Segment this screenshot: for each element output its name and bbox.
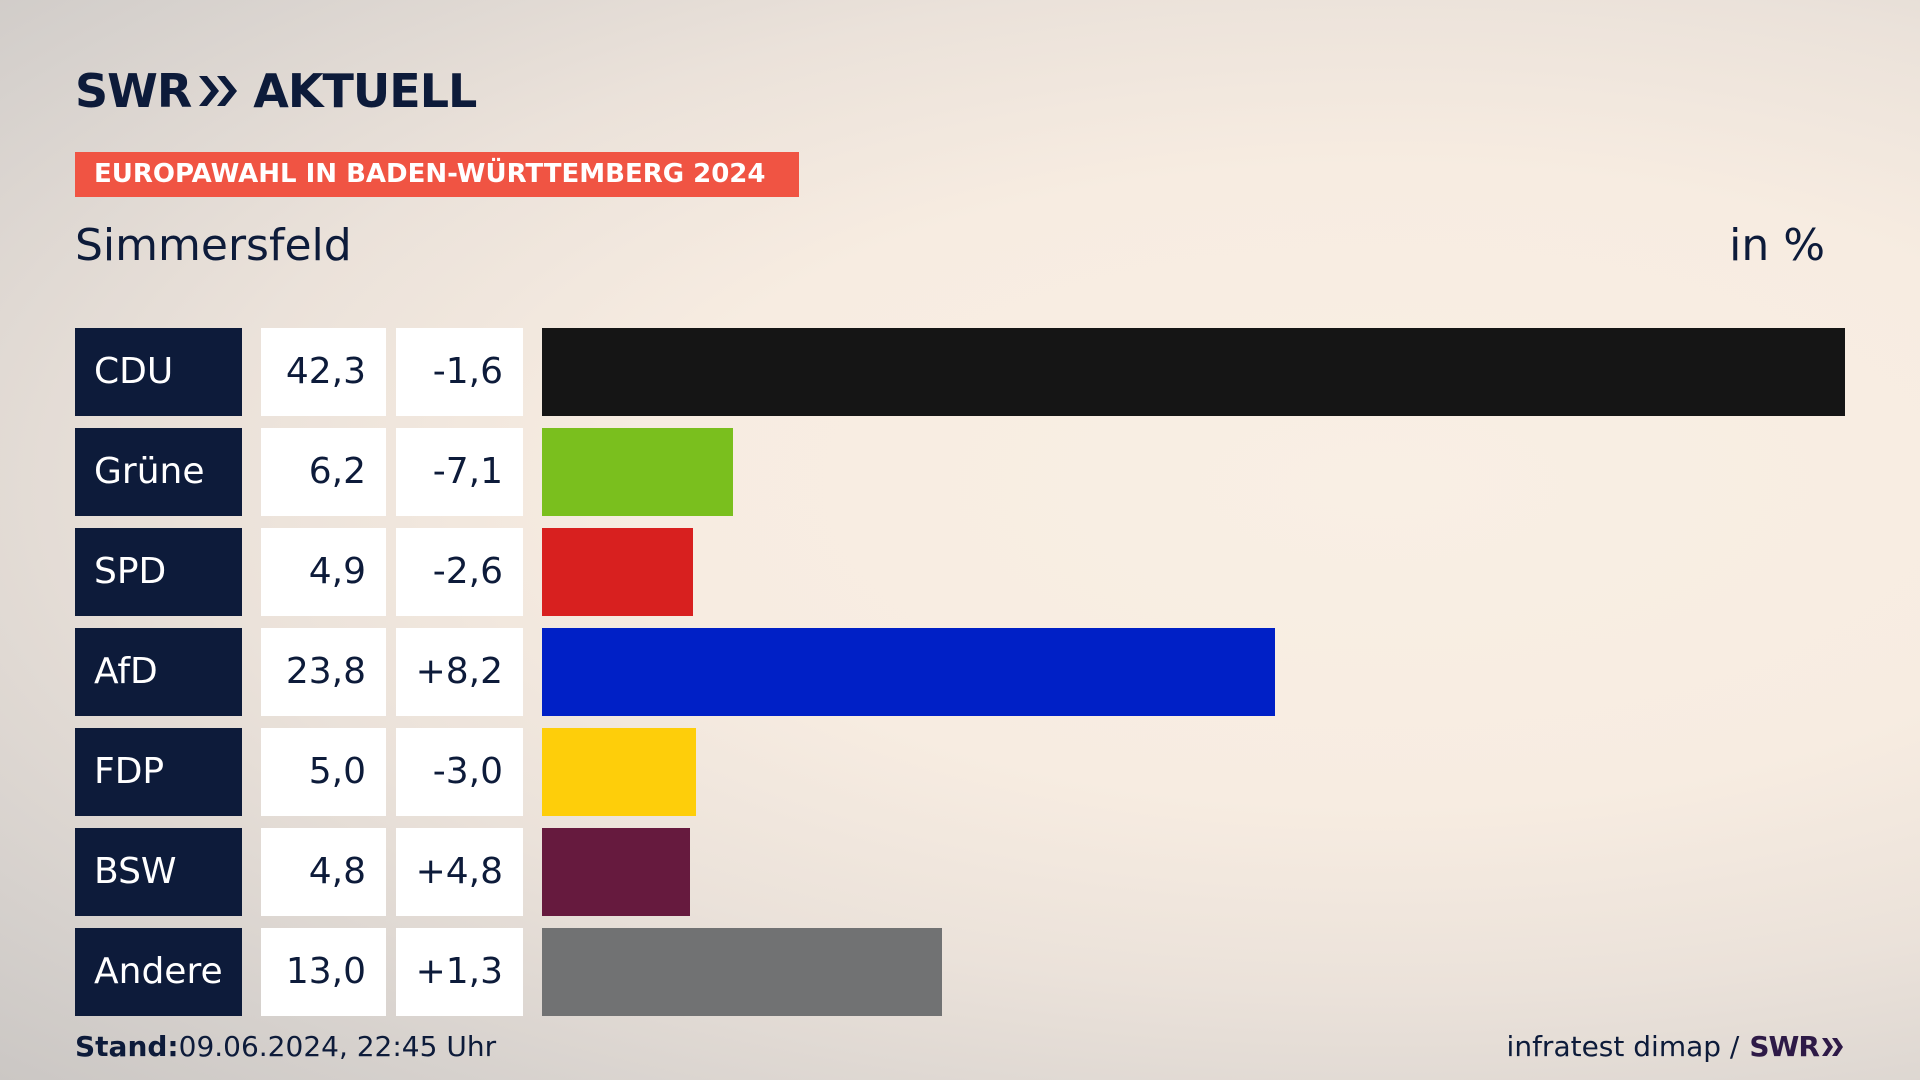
change-label: +8,2 xyxy=(396,628,523,716)
party-label: CDU xyxy=(75,328,242,416)
swr-small-logo: SWR xyxy=(1749,1030,1845,1063)
double-chevron-icon xyxy=(199,76,238,106)
stand-value: 09.06.2024, 22:45 Uhr xyxy=(178,1030,497,1063)
party-label: FDP xyxy=(75,728,242,816)
result-bar xyxy=(542,828,690,916)
swr-aktuell-logo: SWR AKTUELL xyxy=(75,64,477,118)
logo-product: AKTUELL xyxy=(253,64,477,118)
unit-label: in % xyxy=(1729,220,1825,271)
change-label: +4,8 xyxy=(396,828,523,916)
party-label: Andere xyxy=(75,928,242,1016)
vote-share-label: 6,2 xyxy=(261,428,386,516)
result-row: Grüne 6,2 -7,1 xyxy=(75,428,1845,516)
change-label: -2,6 xyxy=(396,528,523,616)
small-double-chevron-icon xyxy=(1822,1037,1843,1056)
vote-share-label: 5,0 xyxy=(261,728,386,816)
result-row: CDU 42,3 -1,6 xyxy=(75,328,1845,416)
vote-share-label: 4,8 xyxy=(261,828,386,916)
result-bar xyxy=(542,428,733,516)
vote-share-label: 23,8 xyxy=(261,628,386,716)
party-label: AfD xyxy=(75,628,242,716)
party-label: Grüne xyxy=(75,428,242,516)
source-brand: SWR xyxy=(1749,1030,1820,1063)
source-text: infratest dimap / xyxy=(1506,1030,1740,1063)
vote-share-label: 13,0 xyxy=(261,928,386,1016)
result-bar xyxy=(542,628,1276,716)
result-row: SPD 4,9 -2,6 xyxy=(75,528,1845,616)
logo-brand: SWR xyxy=(75,64,192,118)
vote-share-label: 4,9 xyxy=(261,528,386,616)
result-row: Andere 13,0 +1,3 xyxy=(75,928,1845,1016)
result-row: AfD 23,8 +8,2 xyxy=(75,628,1845,716)
change-label: -7,1 xyxy=(396,428,523,516)
chart-subtitle: Simmersfeld xyxy=(75,220,352,271)
change-label: -1,6 xyxy=(396,328,523,416)
party-label: BSW xyxy=(75,828,242,916)
stand-label: Stand: xyxy=(75,1030,179,1063)
election-banner: EUROPAWAHL IN BADEN-WÜRTTEMBERG 2024 xyxy=(75,152,799,197)
change-label: +1,3 xyxy=(396,928,523,1016)
result-row: BSW 4,8 +4,8 xyxy=(75,828,1845,916)
result-bar xyxy=(542,728,697,816)
result-bar xyxy=(542,928,943,1016)
result-row: FDP 5,0 -3,0 xyxy=(75,728,1845,816)
result-bar xyxy=(542,528,693,616)
result-bar xyxy=(542,328,1845,416)
change-label: -3,0 xyxy=(396,728,523,816)
party-label: SPD xyxy=(75,528,242,616)
timestamp: Stand:09.06.2024, 22:45 Uhr xyxy=(75,1030,496,1063)
vote-share-label: 42,3 xyxy=(261,328,386,416)
source-credit: infratest dimap / SWR xyxy=(1507,1030,1845,1063)
